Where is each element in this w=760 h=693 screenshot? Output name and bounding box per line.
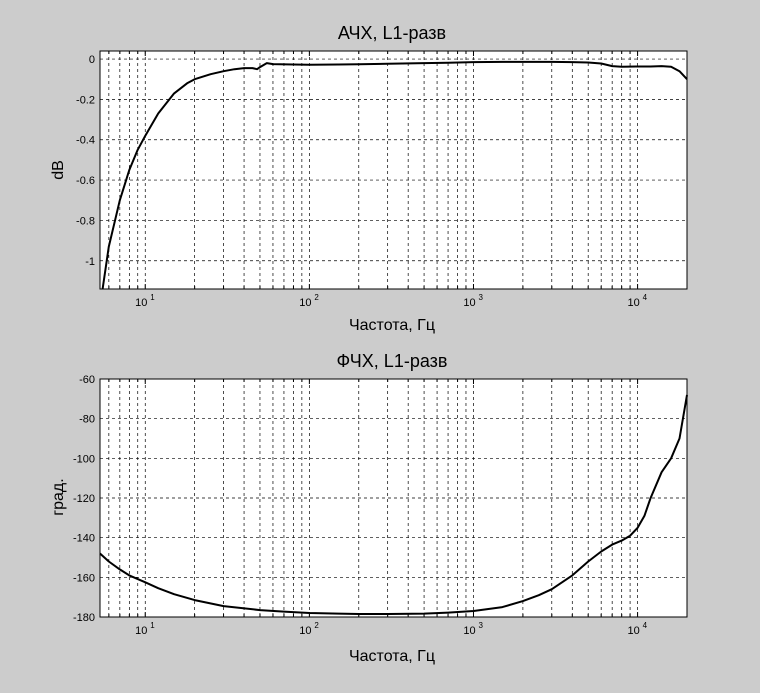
y-axis-label: dB <box>50 160 67 180</box>
x-tick-label: 10 <box>135 625 147 637</box>
x-tick-exponent: 1 <box>150 293 155 302</box>
series-line <box>101 60 688 290</box>
magnitude-chart: АЧХ, L1-разв 0-0.2-0.4-0.6-0.8-110 1 10 2 10… <box>50 23 688 334</box>
x-tick-label: 10 <box>299 297 311 309</box>
y-tick-label: -140 <box>73 533 95 545</box>
series-layer <box>99 394 688 615</box>
x-tick-exponent: 2 <box>314 293 319 302</box>
series-layer <box>101 60 688 290</box>
y-tick-label: -1 <box>85 256 95 268</box>
plot-frame <box>99 378 688 618</box>
plot-area <box>99 50 688 290</box>
x-tick-label: 10 <box>627 625 639 637</box>
chart-title: ФЧХ, L1-разв <box>337 351 448 371</box>
y-tick-label: -60 <box>79 374 95 386</box>
x-axis-label: Частота, Гц <box>349 317 435 334</box>
y-tick-label: -0.6 <box>76 175 95 187</box>
tick-layer: 0-0.2-0.4-0.6-0.8-110 1 10 2 10 3 10 4 <box>76 54 648 309</box>
x-tick-label: 10 <box>627 297 639 309</box>
x-tick-exponent: 4 <box>643 621 648 630</box>
series-line <box>99 394 688 615</box>
x-tick-exponent: 3 <box>478 293 483 302</box>
plot-frame <box>99 50 688 290</box>
x-tick-exponent: 1 <box>150 621 155 630</box>
y-tick-label: -0.2 <box>76 94 95 106</box>
y-tick-label: -100 <box>73 453 95 465</box>
y-tick-label: -120 <box>73 493 95 505</box>
y-tick-label: -180 <box>73 612 95 624</box>
x-axis-label: Частота, Гц <box>349 648 435 665</box>
x-tick-exponent: 2 <box>314 621 319 630</box>
x-tick-label: 10 <box>463 297 475 309</box>
grid <box>99 50 688 290</box>
y-tick-label: 0 <box>89 54 95 66</box>
y-axis-label: град. <box>50 478 67 515</box>
x-tick-exponent: 3 <box>478 621 483 630</box>
x-tick-label: 10 <box>463 625 475 637</box>
chart-title: АЧХ, L1-разв <box>338 23 446 43</box>
grid <box>99 378 688 618</box>
y-tick-label: -160 <box>73 572 95 584</box>
y-tick-label: -0.4 <box>76 135 95 147</box>
x-tick-label: 10 <box>135 297 147 309</box>
y-tick-label: -80 <box>79 414 95 426</box>
phase-chart: ФЧХ, L1-разв -60 -80 -100 -120 -140 -160 -180 1… <box>50 351 688 665</box>
y-tick-label: -0.8 <box>76 215 95 227</box>
x-tick-exponent: 4 <box>643 293 648 302</box>
x-tick-label: 10 <box>299 625 311 637</box>
